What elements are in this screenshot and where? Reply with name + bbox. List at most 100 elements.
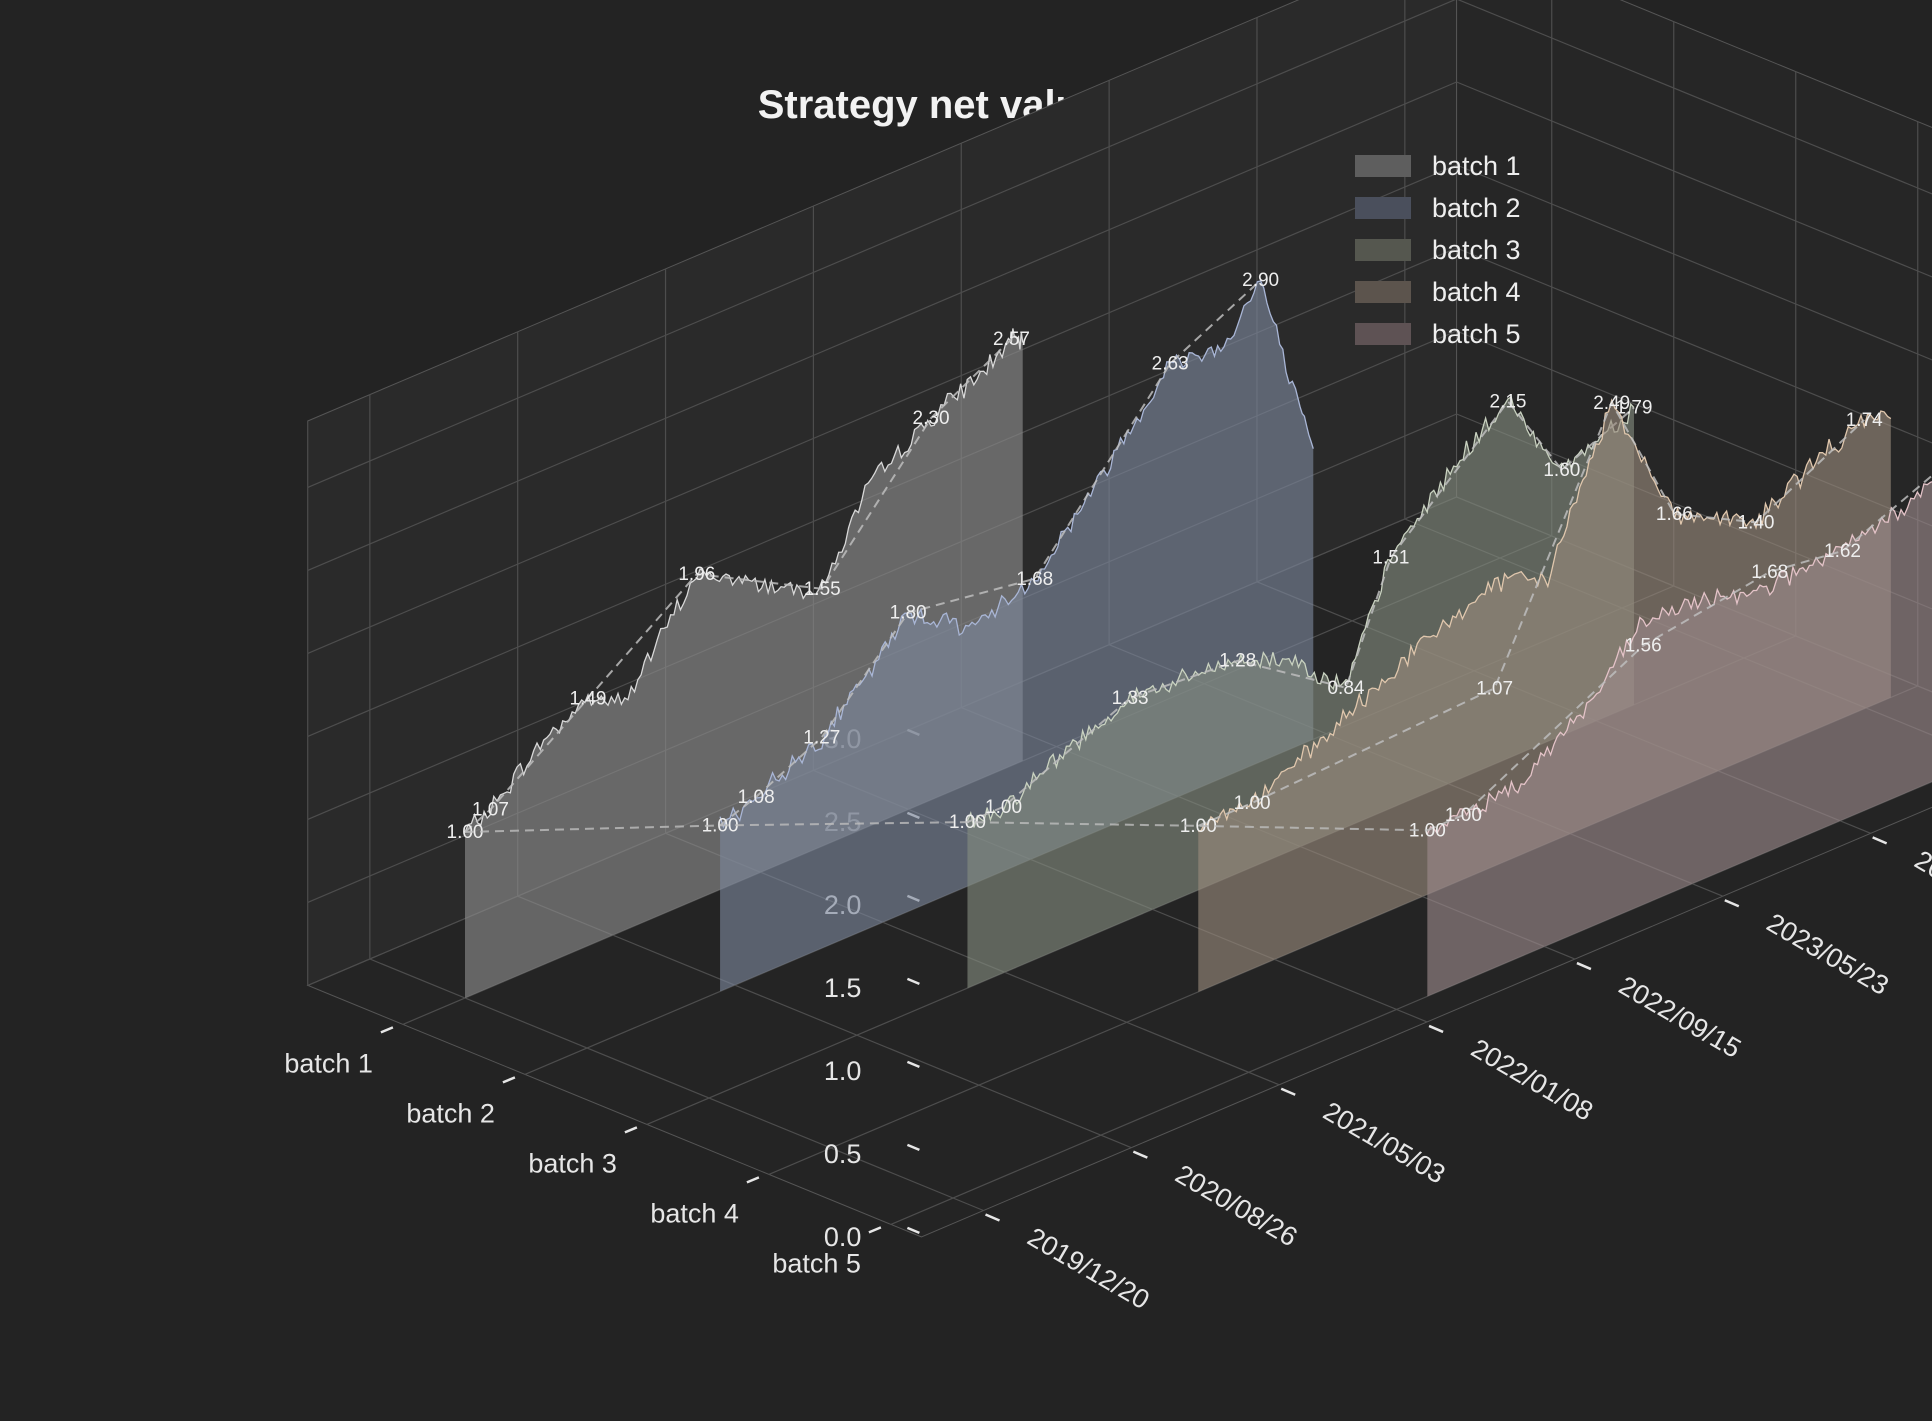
data-label: 1.80	[890, 603, 927, 624]
grid-line	[307, 81, 1457, 571]
data-label: 1.00	[985, 797, 1022, 818]
data-label: 1.49	[570, 688, 607, 709]
legend: batch 1 batch 2 batch 3 batch 4 batch 5	[1355, 151, 1521, 349]
series-line	[966, 396, 1635, 828]
data-label: 1.00	[447, 822, 484, 843]
annotation-path	[719, 279, 1262, 827]
grid-line	[1456, 81, 1932, 278]
date-tick-label: 2022/01/08	[1466, 1033, 1598, 1127]
legend-label: batch 2	[1432, 193, 1521, 223]
legend-swatch	[1355, 323, 1411, 345]
batch-tick	[746, 1176, 760, 1184]
date-tick-label: 2023/05/23	[1762, 907, 1894, 1001]
data-label: 1.66	[1656, 504, 1693, 525]
legend-swatch	[1355, 239, 1411, 261]
series-group: 1.001.071.491.961.552.302.571.001.081.27…	[447, 270, 1932, 998]
series-4: 1.001.001.072.491.66 1.401.74	[1180, 393, 1892, 992]
grid-line	[1456, 164, 1932, 361]
value-tick	[906, 1143, 920, 1152]
value-tick-label: 1.5	[824, 973, 862, 1003]
date-tick-label: 2019/12/20	[1023, 1222, 1155, 1316]
date-tick	[985, 1213, 1000, 1222]
value-tick-label: 0.5	[824, 1139, 862, 1169]
data-label: 1.08	[738, 787, 775, 808]
data-label: 1.28	[1219, 651, 1256, 672]
data-label: 2.63	[1152, 354, 1189, 375]
batch-tick-label: batch 3	[528, 1148, 617, 1178]
series-area	[1198, 400, 1891, 992]
date-tick	[1132, 1150, 1148, 1159]
data-label: 1.74	[1846, 410, 1883, 431]
data-label: 1.00	[1445, 805, 1482, 826]
batch-tick-label: batch 4	[650, 1198, 739, 1228]
annotation-path	[464, 338, 1013, 833]
data-label: 1.55	[804, 579, 841, 600]
batch-tick-label: batch 2	[406, 1098, 495, 1128]
grid-line	[307, 0, 1456, 488]
data-label: 1.40	[1738, 512, 1775, 533]
date-tick	[1724, 899, 1740, 908]
data-label: 1.00	[1409, 820, 1446, 841]
date-tick-label: 2020/08/26	[1170, 1159, 1302, 1253]
data-label: 1.33	[1112, 688, 1149, 709]
annotation-path	[1426, 474, 1932, 832]
grid-line	[1456, 330, 1932, 527]
value-tick-label: 0.0	[824, 1222, 862, 1252]
series-area	[720, 280, 1314, 992]
date-tick	[1872, 836, 1888, 845]
date-tick-label: 2022/09/15	[1614, 970, 1746, 1064]
annotation-path	[967, 399, 1635, 824]
data-label: 1.00	[1180, 816, 1217, 837]
data-label: 1.60	[1543, 460, 1580, 481]
grid-line	[307, 164, 1457, 654]
value-tick	[906, 1226, 920, 1235]
series-area	[967, 397, 1634, 989]
data-label: 1.68	[1016, 569, 1053, 590]
legend-swatch	[1355, 197, 1411, 219]
grid-line	[517, 895, 1132, 1149]
data-label: 2.49	[1593, 393, 1630, 414]
series-5: 1.001.001.561.681.621.98	[1409, 474, 1932, 997]
series-area	[465, 328, 1023, 998]
legend-swatch	[1355, 155, 1411, 177]
date-tick	[1280, 1087, 1296, 1096]
data-label: 1.62	[1824, 541, 1861, 562]
series-line	[719, 280, 1314, 829]
data-label: 1.96	[678, 564, 715, 585]
value-tick	[906, 977, 920, 986]
data-label: 0.84	[1327, 678, 1364, 699]
series-1: 1.001.071.491.961.552.302.57	[447, 328, 1030, 998]
data-label: 1.00	[1234, 793, 1271, 814]
grid-line	[1457, 0, 1932, 195]
batch-tick-label: batch 5	[772, 1248, 861, 1278]
date-tick	[1576, 961, 1592, 971]
value-tick	[906, 1060, 920, 1069]
series-area	[1427, 481, 1932, 997]
date-tick-label: 2021/05/03	[1318, 1096, 1450, 1190]
batch-tick	[380, 1026, 394, 1034]
start-connector	[464, 821, 1428, 833]
data-label: 2.90	[1242, 270, 1279, 291]
legend-label: batch 5	[1432, 319, 1521, 349]
data-label: 1.68	[1751, 562, 1788, 583]
data-label: 1.79	[1616, 398, 1653, 419]
series-3: 1.001.001.331.280.841.512.151.601.79	[949, 391, 1653, 989]
date-tick-label: 2024/01/28	[1910, 845, 1932, 939]
data-label: 1.07	[1476, 678, 1513, 699]
batch-tick	[502, 1076, 516, 1084]
data-label: 2.30	[913, 408, 950, 429]
legend-label: batch 4	[1432, 277, 1521, 307]
grid-line	[1456, 247, 1932, 444]
legend-label: batch 1	[1432, 151, 1521, 181]
value-tick-label: 1.0	[824, 1056, 862, 1086]
batch-tick-label: batch 1	[284, 1048, 373, 1078]
data-label: 2.15	[1490, 391, 1527, 412]
legend-label: batch 3	[1432, 235, 1521, 265]
data-label: 1.51	[1372, 547, 1409, 568]
data-label: 1.27	[803, 727, 840, 748]
date-tick	[1428, 1024, 1444, 1034]
annotation-path	[1197, 400, 1865, 827]
batch-tick	[868, 1226, 882, 1234]
